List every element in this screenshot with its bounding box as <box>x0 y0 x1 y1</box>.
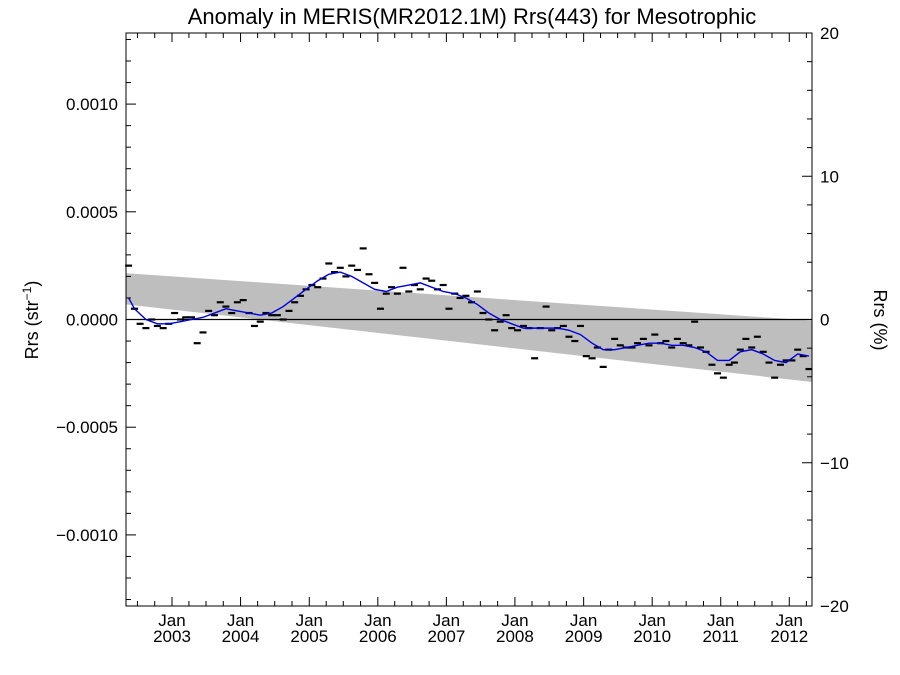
y-left-tick-label: −0.0005 <box>56 418 118 437</box>
plot-area <box>125 32 813 607</box>
y-axis-right: 20 10 0 −10 −20 <box>802 24 849 616</box>
x-tick-label-month: Jan <box>158 611 185 630</box>
y-left-tick-label: 0.0010 <box>66 95 118 114</box>
x-tick-label-month: Jan <box>570 611 597 630</box>
y-left-tick-label: 0.0005 <box>66 203 118 222</box>
y-right-tick-label: 20 <box>820 24 839 43</box>
uncertainty-band <box>126 273 812 382</box>
y-axis-label-left: Rrs (str−1) <box>20 281 42 360</box>
x-axis: Jan2003Jan2004Jan2005Jan2006Jan2007Jan20… <box>136 33 808 646</box>
y-right-tick-label: −10 <box>820 454 849 473</box>
x-tick-label-year: 2005 <box>290 627 328 646</box>
smoothed-anomaly-line <box>128 271 810 364</box>
x-tick-label-month: Jan <box>501 611 528 630</box>
x-tick-label-month: Jan <box>364 611 391 630</box>
x-tick-label-year: 2011 <box>702 627 739 646</box>
x-tick-label-year: 2004 <box>222 627 260 646</box>
x-tick-label-month: Jan <box>638 611 665 630</box>
x-tick-label-year: 2012 <box>770 627 808 646</box>
y-axis-label-right: Rrs (%) <box>870 290 890 351</box>
x-tick-label-month: Jan <box>227 611 254 630</box>
x-tick-label-year: 2003 <box>153 627 191 646</box>
x-tick-label-year: 2010 <box>633 627 671 646</box>
y-right-tick-label: 0 <box>820 311 829 330</box>
y-axis-left: 0.0010 0.0005 0.0000 −0.0005 −0.0010 <box>56 38 136 601</box>
x-tick-label-month: Jan <box>296 611 323 630</box>
y-right-tick-label: 10 <box>820 167 839 186</box>
y-right-tick-label: −20 <box>820 597 849 616</box>
x-tick-label-year: 2007 <box>427 627 465 646</box>
x-tick-label-month: Jan <box>433 611 460 630</box>
x-tick-label-month: Jan <box>776 611 803 630</box>
chart-title: Anomaly in MERIS(MR2012.1M) Rrs(443) for… <box>188 4 757 29</box>
y-left-tick-label: −0.0010 <box>56 526 118 545</box>
x-tick-label-year: 2008 <box>496 627 534 646</box>
y-left-tick-label: 0.0000 <box>66 311 118 330</box>
x-tick-label-year: 2009 <box>565 627 603 646</box>
x-tick-label-year: 2006 <box>359 627 397 646</box>
x-tick-label-month: Jan <box>707 611 734 630</box>
